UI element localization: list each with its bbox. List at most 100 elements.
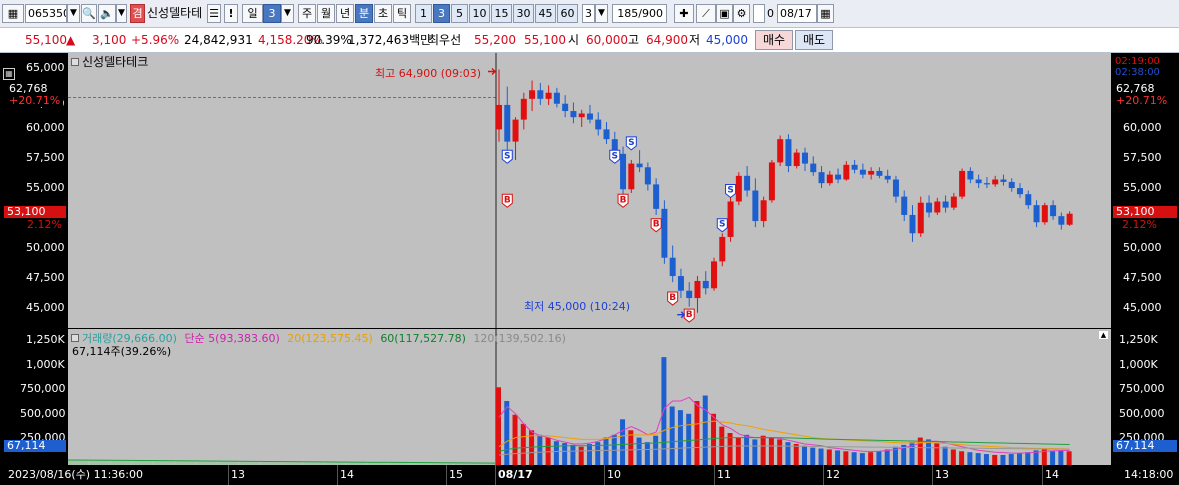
price-tick: 50,000 [26,241,65,254]
x-label: 14 [1045,468,1059,481]
candle-body [570,111,577,118]
warning-button[interactable]: ! [224,4,238,23]
speaker-icon[interactable]: 🔈 [98,4,116,23]
candle-body [760,200,767,222]
interval-1[interactable]: 1 [415,4,432,23]
period-second-button[interactable]: 초 [374,4,392,23]
buy-marker: B [501,193,513,208]
volume-bar [926,439,932,465]
period-dropdown-icon[interactable]: ▼ [281,4,294,23]
date-input[interactable]: 08/17 [777,4,817,23]
interval-dropdown-icon[interactable]: ▼ [595,4,608,23]
candle-body [768,162,775,201]
panel-collapse-icon[interactable]: ▲ [1099,331,1108,339]
candle-body [1017,188,1024,195]
search-icon[interactable]: 🔍 [81,4,97,23]
candle-body [496,104,502,130]
trendline-icon[interactable]: ⟋ [696,4,716,23]
panel-box-icon[interactable] [71,334,79,342]
volume-bar [1033,450,1039,465]
stock-code-input[interactable]: 065350 [25,4,67,23]
interval-45[interactable]: 45 [535,4,556,23]
x-label: 10 [607,468,621,481]
speaker-dropdown-icon[interactable]: ▼ [116,4,127,23]
volume-bar [777,439,783,465]
price-tick: 55,000 [26,181,65,194]
volume-bar [826,449,832,465]
sell-button[interactable]: 매도 [795,30,833,50]
panel-box-icon[interactable] [71,58,79,66]
period-minute-button[interactable]: 분 [355,4,373,23]
axis-toggle-icon[interactable]: ▦ [3,68,15,80]
code-dropdown-icon[interactable]: ▼ [67,4,80,23]
stock-list-icon[interactable]: ☰ [207,4,221,23]
candle-body [636,163,643,168]
candle-body [967,170,974,180]
prev-close-pct-tag-right: +20.71% [1116,94,1168,107]
period-month-button[interactable]: 월 [317,4,335,23]
gear-icon[interactable]: ⚙ [733,4,750,23]
indicator-add-icon[interactable]: ✚ [674,4,694,23]
period-day-num[interactable]: 3 [263,4,281,23]
menu-grid-icon[interactable]: ▦ [2,4,24,23]
volume-bar-prev [153,460,174,465]
volume-bar [595,442,601,465]
candle-body [793,152,800,167]
candle-body [727,201,734,237]
period-day-button[interactable]: 일 [242,4,263,23]
candle-body [959,170,966,197]
buy-button[interactable]: 매수 [755,30,793,50]
buy-marker-letter: B [653,220,660,230]
calendar-icon[interactable]: ▦ [817,4,834,23]
date-checkbox[interactable] [753,4,765,23]
interval-60[interactable]: 60 [557,4,578,23]
ma-line [498,437,1070,452]
interval-10[interactable]: 10 [469,4,490,23]
sell-marker: S [725,184,737,199]
data-count-field[interactable]: 185/900 [612,4,667,23]
volume-bar-prev [431,463,453,465]
interval-select[interactable]: 3 [582,4,595,23]
volume: 24,842,931 [184,33,253,47]
period-week-button[interactable]: 주 [298,4,316,23]
candle-body [1050,205,1057,217]
volume-tick: 500,000 [20,407,66,420]
stock-warning-tag: 겸 [130,4,145,23]
volume-bar [901,444,907,465]
period-tick-button[interactable]: 틱 [393,4,411,23]
candle-body [677,276,684,291]
interval-30[interactable]: 30 [513,4,534,23]
volume-panel[interactable]: 거래량(29,666.00) 단순 5(93,383.60) 20(123,57… [68,329,1111,465]
volume-tick: 1,250K [26,333,65,346]
ma-line [498,445,1070,456]
low-arrow [677,311,686,319]
save-icon[interactable]: ▣ [716,4,733,23]
volume-bar [934,443,940,465]
interval-15[interactable]: 15 [491,4,512,23]
sell-marker-letter: S [504,151,510,161]
candle-body [578,113,585,118]
period-year-button[interactable]: 년 [336,4,354,23]
candle-body [719,236,726,262]
x-tick [932,465,933,485]
chart-area[interactable]: ▦ 65,000 62,500 60,000 57,500 55,000 50,… [0,53,1179,485]
interval-3[interactable]: 3 [433,4,450,23]
volume-bar [835,450,841,465]
candle-body [711,261,718,289]
sell-marker: S [609,149,621,164]
candle-body [926,202,933,213]
candle-body [950,196,957,208]
candle-body [661,208,668,258]
x-axis: 2023/08/16(수) 11:36:00 13 14 15 08/17 10… [0,465,1179,485]
current-price-tag-right: 53,100 [1113,206,1177,218]
candle-body [512,119,519,142]
price-tick-right: 50,000 [1123,241,1162,254]
interval-5[interactable]: 5 [451,4,468,23]
volume-bar-prev [346,462,367,465]
current-price: 55,100 [25,33,67,47]
x-label: 13 [231,468,245,481]
volume-bar [818,448,824,465]
stock-name: 신성델타테 [147,6,203,20]
volume-bar [950,449,956,465]
